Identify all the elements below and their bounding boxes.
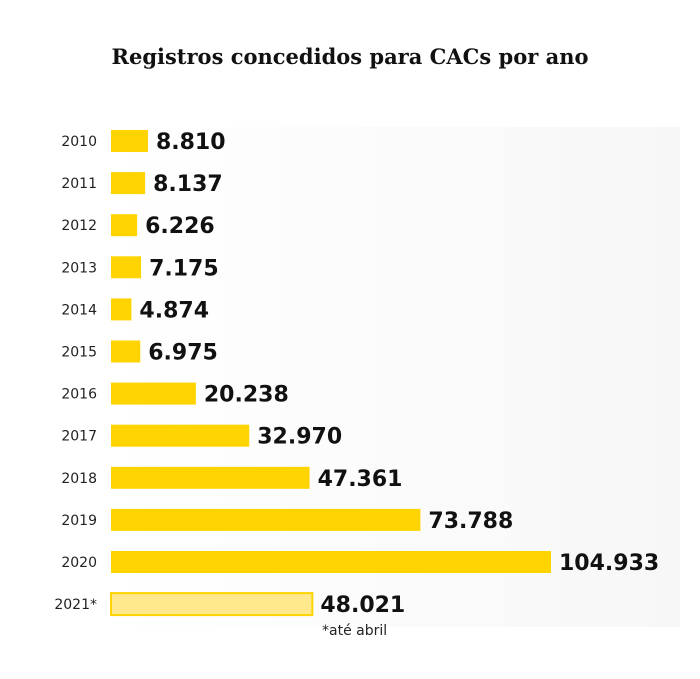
value-label: 8.137 [153, 172, 223, 197]
value-label: 6.226 [145, 214, 215, 239]
year-label: 2020 [61, 555, 97, 571]
value-label: 73.788 [428, 509, 513, 534]
year-label: 2013 [61, 260, 97, 276]
value-label: 104.933 [559, 551, 659, 576]
value-label: 8.810 [156, 130, 226, 155]
year-label: 2018 [61, 471, 97, 487]
year-label: 2011 [61, 176, 97, 192]
value-label: 20.238 [204, 383, 289, 408]
value-label: 7.175 [149, 256, 219, 281]
year-label: 2017 [61, 429, 97, 445]
bar-2019 [111, 508, 421, 531]
bar-2017 [111, 424, 250, 447]
bar-2015 [111, 340, 141, 363]
bar-2020 [111, 551, 551, 573]
plot-background [108, 127, 680, 627]
bar-2011 [111, 172, 146, 195]
bar-2012 [111, 214, 138, 237]
bar-2021 [110, 592, 314, 617]
bar-2014 [111, 298, 132, 321]
year-label: 2019 [61, 513, 97, 529]
year-label: 2014 [61, 302, 97, 318]
footnote: *até abril [322, 623, 387, 639]
value-label: 6.975 [148, 341, 218, 366]
bar-2016 [111, 382, 196, 405]
chart-title: Registros concedidos para CACs por ano [111, 44, 589, 69]
bar-2010 [111, 130, 148, 152]
value-label: 32.970 [257, 425, 342, 450]
bar-2018 [111, 466, 310, 489]
bar-2013 [111, 256, 142, 279]
value-label: 47.361 [318, 467, 403, 492]
year-label: 2012 [61, 218, 97, 234]
year-label: 2021* [54, 597, 97, 613]
value-label: 48.021 [320, 593, 405, 618]
year-label: 2016 [61, 387, 97, 403]
year-label: 2015 [61, 345, 97, 361]
year-label: 2010 [61, 134, 97, 150]
value-label: 4.874 [139, 298, 209, 323]
